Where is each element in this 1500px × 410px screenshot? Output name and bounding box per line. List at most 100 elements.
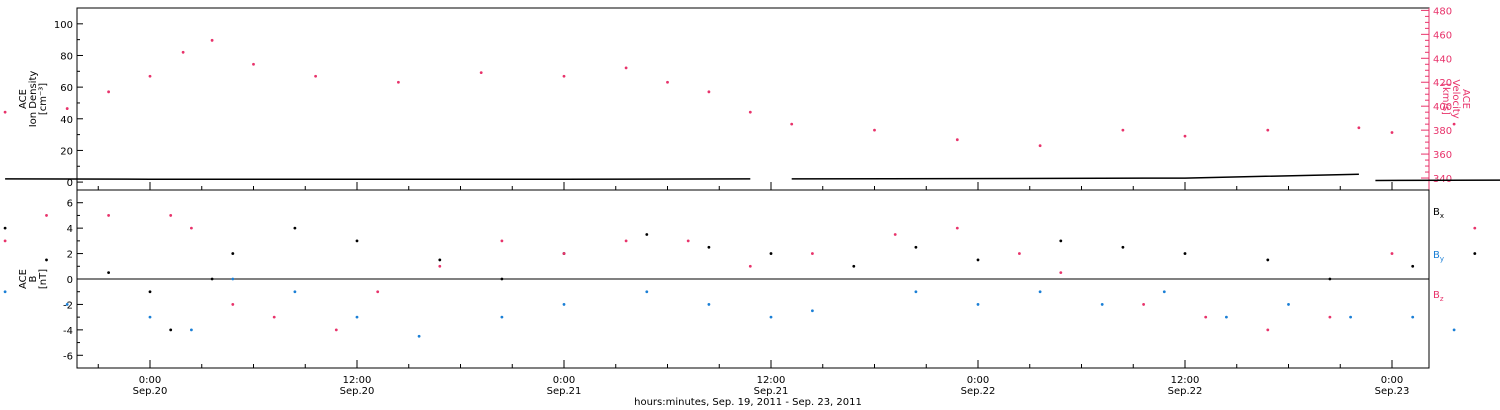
velocity-point bbox=[65, 107, 69, 110]
b-tick-label: -4 bbox=[63, 326, 73, 337]
legend-bz: Bz bbox=[1433, 290, 1444, 303]
b-point-bx bbox=[210, 277, 214, 281]
velocity-point bbox=[3, 110, 7, 114]
density-tick-label: 0 bbox=[67, 178, 73, 189]
density-tick-label: 100 bbox=[54, 20, 73, 31]
b-point-by bbox=[1349, 315, 1352, 319]
density-tick-label: 80 bbox=[60, 51, 73, 62]
x-tick-time: 12:00 bbox=[1171, 375, 1200, 386]
b-point-by bbox=[811, 309, 814, 313]
b-point-by bbox=[500, 315, 504, 319]
b-point-by bbox=[562, 303, 566, 306]
x-tick-date: Sep.22 bbox=[1168, 386, 1203, 397]
b-point-bz bbox=[811, 252, 814, 255]
b-point-by bbox=[1162, 290, 1166, 294]
velocity-tick-label: 380 bbox=[1433, 126, 1452, 137]
x-tick-date: Sep.20 bbox=[340, 386, 375, 397]
velocity-point bbox=[707, 90, 711, 94]
b-point-by bbox=[1100, 303, 1104, 306]
b-point-bz bbox=[624, 239, 628, 243]
b-point-bx bbox=[707, 245, 711, 249]
b-point-bx bbox=[1411, 264, 1415, 268]
b-point-bz bbox=[438, 264, 442, 268]
x-tick-time: 12:00 bbox=[757, 375, 786, 386]
b-point-by bbox=[148, 315, 152, 319]
b-point-bz bbox=[190, 226, 193, 230]
b-point-bx bbox=[45, 258, 48, 262]
x-tick-time: 0:00 bbox=[1381, 375, 1403, 386]
b-tick-label: 2 bbox=[67, 250, 73, 261]
b-point-bx bbox=[148, 290, 152, 294]
velocity-tick-label: 440 bbox=[1433, 54, 1452, 65]
velocity-point bbox=[479, 71, 483, 75]
b-point-by bbox=[645, 290, 649, 294]
b-point-bx bbox=[293, 226, 297, 230]
b-point-by bbox=[355, 315, 359, 319]
b-point-by bbox=[1411, 315, 1415, 319]
velocity-point bbox=[107, 90, 110, 94]
b-point-by bbox=[293, 290, 297, 294]
velocity-point bbox=[397, 80, 400, 84]
velocity-point bbox=[873, 128, 876, 132]
density-axis-label: ACEIon Density[cm⁻³] bbox=[18, 71, 49, 128]
b-point-bz bbox=[107, 214, 110, 217]
b-tick-label: 0 bbox=[67, 275, 73, 286]
b-point-bz bbox=[748, 264, 752, 268]
b-point-bx bbox=[169, 328, 173, 332]
b-point-by bbox=[3, 290, 7, 294]
b-tick-label: 4 bbox=[67, 224, 73, 235]
b-point-bz bbox=[334, 328, 338, 332]
b-point-bx bbox=[852, 264, 856, 268]
velocity-point bbox=[1121, 128, 1125, 132]
b-point-bx bbox=[1183, 252, 1187, 255]
velocity-point bbox=[624, 66, 628, 70]
b-point-bz bbox=[1142, 303, 1145, 306]
x-tick-date: Sep.21 bbox=[547, 386, 582, 397]
b-point-bz bbox=[45, 214, 48, 217]
b-axis-label: ACEB[nT] bbox=[18, 269, 49, 289]
velocity-point bbox=[790, 122, 794, 126]
b-point-bz bbox=[500, 239, 504, 243]
b-point-by bbox=[914, 290, 918, 294]
b-point-bz bbox=[1266, 328, 1270, 332]
velocity-tick-label: 480 bbox=[1433, 6, 1452, 17]
b-point-bz bbox=[1018, 252, 1021, 255]
b-point-by bbox=[1038, 290, 1042, 294]
density-tick-label: 60 bbox=[60, 83, 73, 94]
b-point-bx bbox=[107, 271, 110, 275]
b-point-bx bbox=[1473, 252, 1477, 255]
b-point-bz bbox=[1059, 271, 1063, 275]
velocity-point bbox=[748, 110, 752, 114]
velocity-axis-label: ACEVelocity[km/s] bbox=[1440, 79, 1471, 118]
b-point-bz bbox=[376, 290, 380, 294]
x-tick-time: 0:00 bbox=[553, 375, 575, 386]
velocity-tick-label: 420 bbox=[1433, 78, 1452, 89]
velocity-point bbox=[562, 74, 566, 78]
b-point-bx bbox=[645, 233, 649, 236]
b-point-bz bbox=[231, 303, 235, 306]
velocity-point bbox=[1452, 122, 1456, 126]
b-point-bx bbox=[1059, 239, 1063, 243]
b-point-bx bbox=[3, 226, 7, 230]
velocity-point bbox=[1038, 144, 1042, 148]
b-tick-label: 6 bbox=[67, 199, 73, 210]
b-point-bx bbox=[231, 252, 235, 255]
b-point-by bbox=[1287, 303, 1290, 306]
x-axis: 0:00Sep.2012:00Sep.200:00Sep.2112:00Sep.… bbox=[97, 182, 1410, 397]
b-point-by bbox=[707, 303, 711, 306]
b-point-by bbox=[65, 303, 69, 306]
b-point-by bbox=[1225, 315, 1228, 319]
top-panel: 0 20 40 60 80 100 340 360 380 400 420 440 460 480 ACEI… bbox=[3, 6, 1500, 191]
b-point-bz bbox=[893, 233, 897, 236]
density-tick-label: 40 bbox=[60, 115, 73, 126]
velocity-point bbox=[1357, 126, 1361, 130]
b-point-bz bbox=[1390, 252, 1394, 255]
b-point-bz bbox=[169, 214, 173, 217]
velocity-point bbox=[1266, 128, 1270, 132]
x-tick-time: 12:00 bbox=[343, 375, 372, 386]
b-tick-label: -2 bbox=[63, 300, 73, 311]
x-tick-date: Sep.23 bbox=[1375, 386, 1410, 397]
velocity-point bbox=[210, 38, 214, 42]
b-point-bx bbox=[438, 258, 442, 262]
velocity-point bbox=[148, 74, 152, 78]
